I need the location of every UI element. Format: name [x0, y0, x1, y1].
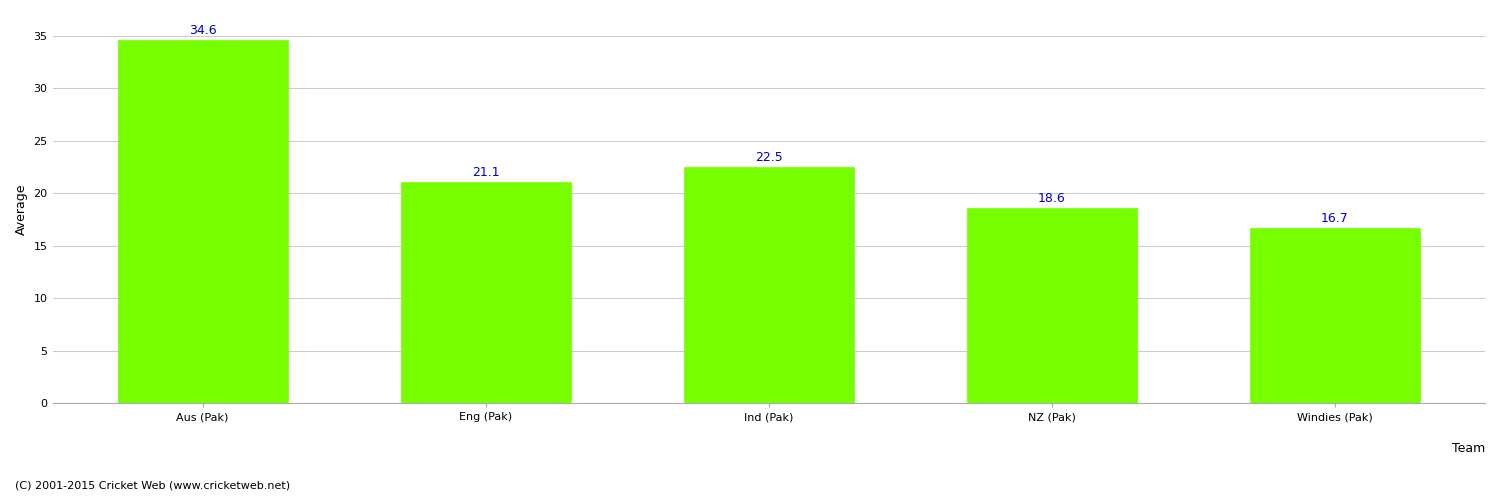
Text: (C) 2001-2015 Cricket Web (www.cricketweb.net): (C) 2001-2015 Cricket Web (www.cricketwe… — [15, 480, 290, 490]
Bar — [117, 40, 288, 403]
Text: 18.6: 18.6 — [1038, 192, 1065, 205]
Bar — [400, 182, 570, 403]
Text: 21.1: 21.1 — [472, 166, 500, 178]
Text: 34.6: 34.6 — [189, 24, 216, 37]
Bar — [968, 208, 1137, 403]
Text: Team: Team — [1452, 442, 1485, 455]
Bar — [1250, 228, 1420, 403]
Text: 22.5: 22.5 — [754, 151, 783, 164]
Y-axis label: Average: Average — [15, 184, 28, 235]
Text: 16.7: 16.7 — [1322, 212, 1348, 225]
Bar — [684, 167, 853, 403]
